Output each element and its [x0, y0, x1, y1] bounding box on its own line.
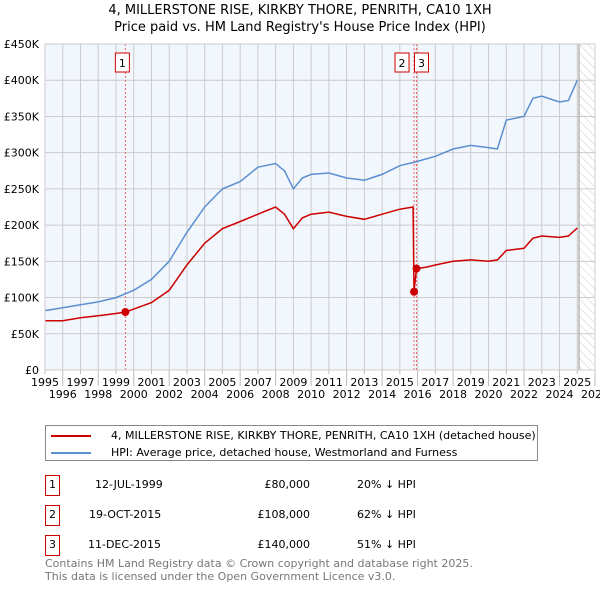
y-tick-label: £400K — [4, 74, 40, 87]
sale-row: 3 11-DEC-2015 £140,000 51% ↓ HPI — [45, 535, 445, 556]
x-tick-label: 2006 — [226, 388, 254, 401]
x-tick-label: 2013 — [350, 376, 378, 389]
footer: Contains HM Land Registry data © Crown c… — [45, 557, 473, 583]
x-tick-label: 2024 — [546, 388, 574, 401]
plot-border — [44, 43, 596, 371]
sale-marker — [121, 308, 130, 317]
x-tick-label: 2007 — [244, 376, 272, 389]
sale-date: 11-DEC-2015 — [88, 538, 162, 551]
x-tick-label: 2017 — [421, 376, 449, 389]
series-line — [44, 79, 578, 312]
sale-hpi: 20% ↓ HPI — [357, 478, 416, 491]
x-tick-label: 2023 — [528, 376, 556, 389]
sale-marker — [412, 264, 421, 273]
sale-number: 3 — [45, 535, 60, 556]
sale-marker — [410, 287, 419, 296]
x-tick-label: 1998 — [84, 388, 112, 401]
sale-hpi: 51% ↓ HPI — [357, 538, 416, 551]
x-tick-label: 1999 — [102, 376, 130, 389]
sale-flag — [414, 52, 430, 73]
legend-swatch — [51, 451, 91, 454]
legend-label: 4, MILLERSTONE RISE, KIRKBY THORE, PENRI… — [111, 429, 536, 442]
sale-flag-label: 3 — [418, 57, 425, 70]
x-tick-label: 2022 — [510, 388, 538, 401]
sale-date: 19-OCT-2015 — [89, 508, 162, 521]
sale-flag — [394, 52, 410, 73]
x-tick-label: 2000 — [120, 388, 148, 401]
x-tick-label: 2016 — [404, 388, 432, 401]
x-tick-label: 2014 — [368, 388, 396, 401]
legend-item-property: 4, MILLERSTONE RISE, KIRKBY THORE, PENRI… — [51, 427, 536, 444]
x-tick-label: 2020 — [475, 388, 503, 401]
x-tick-label: 2012 — [333, 388, 361, 401]
y-tick-label: £200K — [4, 219, 40, 232]
x-tick-label: 1996 — [49, 388, 77, 401]
y-tick-label: £250K — [4, 183, 40, 196]
y-tick-label: £300K — [4, 147, 40, 160]
x-tick-label: 2009 — [279, 376, 307, 389]
sale-hpi: 62% ↓ HPI — [357, 508, 416, 521]
y-tick-label: £50K — [11, 328, 40, 341]
x-tick-label: 2001 — [137, 376, 165, 389]
x-tick-label: 2018 — [439, 388, 467, 401]
x-tick-label: 2004 — [191, 388, 219, 401]
legend-swatch — [51, 434, 91, 437]
x-tick-label: 1995 — [31, 376, 59, 389]
forecast-hatch — [579, 44, 595, 370]
footer-licence: This data is licensed under the Open Gov… — [45, 570, 396, 583]
sale-row: 2 19-OCT-2015 £108,000 62% ↓ HPI — [45, 505, 445, 526]
x-tick-label: 2003 — [173, 376, 201, 389]
x-tick-label: 2008 — [262, 388, 290, 401]
y-tick-label: £0 — [25, 364, 39, 377]
x-tick-label: 2011 — [315, 376, 343, 389]
x-tick-label: 2005 — [208, 376, 236, 389]
legend-item-hpi: HPI: Average price, detached house, West… — [51, 444, 536, 461]
chart-subtitle: Price paid vs. HM Land Registry's House … — [114, 20, 486, 35]
x-tick-label: 2025 — [563, 376, 591, 389]
x-tick-label: 2002 — [155, 388, 183, 401]
y-tick-label: £450K — [4, 38, 40, 51]
y-tick-label: £150K — [4, 255, 40, 268]
x-tick-label: 2026 — [581, 388, 600, 401]
x-tick-label: 2010 — [297, 388, 325, 401]
sale-date: 12-JUL-1999 — [95, 478, 163, 491]
legend-label: HPI: Average price, detached house, West… — [111, 446, 458, 459]
sale-price: £80,000 — [264, 478, 311, 491]
footer-copyright: Contains HM Land Registry data © Crown c… — [45, 557, 473, 570]
series-line — [45, 206, 578, 322]
x-tick-label: 2019 — [457, 376, 485, 389]
chart-title: 4, MILLERSTONE RISE, KIRKBY THORE, PENRI… — [108, 3, 492, 18]
sale-number: 2 — [45, 505, 60, 526]
sale-number: 1 — [45, 475, 60, 496]
x-tick-label: 1997 — [66, 376, 94, 389]
x-tick-label: 2015 — [386, 376, 414, 389]
sale-flag-label: 2 — [399, 57, 406, 70]
sale-row: 1 12-JUL-1999 £80,000 20% ↓ HPI — [45, 475, 445, 496]
legend: 4, MILLERSTONE RISE, KIRKBY THORE, PENRI… — [45, 425, 538, 461]
sale-flag — [114, 52, 130, 73]
chart: 1995199619971998199920002001200220032004… — [4, 38, 600, 401]
sale-price: £140,000 — [257, 538, 311, 551]
x-tick-label: 2021 — [492, 376, 520, 389]
y-tick-label: £350K — [4, 110, 40, 123]
sale-price: £108,000 — [257, 508, 311, 521]
sale-flag-label: 1 — [119, 57, 126, 70]
y-tick-label: £100K — [4, 292, 40, 305]
plot-background — [45, 44, 595, 370]
